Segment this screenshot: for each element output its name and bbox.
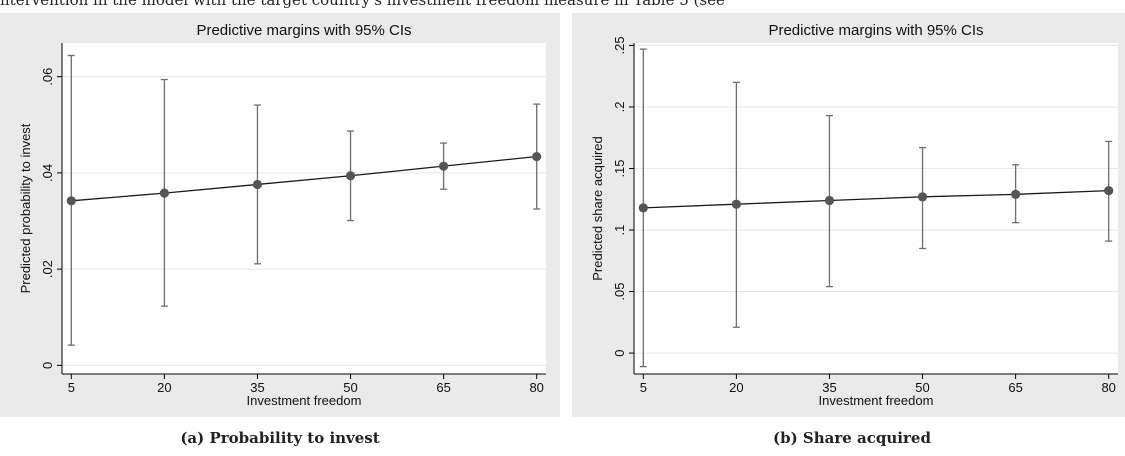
x-axis-label: Investment freedom — [247, 393, 362, 408]
x-tick-label: 20 — [157, 380, 171, 395]
data-point — [1104, 186, 1114, 196]
chart-panel-share: Predictive margins with 95% CIs 0 .05 .1 .15… — [572, 13, 1125, 417]
chart-probability-to-invest: Predictive margins with 95% CIs 0 .02 .04 .0… — [0, 13, 560, 417]
data-point — [731, 199, 741, 209]
y-tick-label: .02 — [40, 260, 55, 278]
data-point — [439, 161, 449, 171]
y-tick-label: .2 — [612, 102, 627, 113]
x-tick-label: 20 — [729, 380, 743, 395]
chart-share-acquired: Predictive margins with 95% CIs 0 .05 .1 .15… — [572, 13, 1125, 417]
y-tick-label: 0 — [40, 362, 55, 369]
x-tick-label: 50 — [343, 380, 357, 395]
clipped-text-line: ntervention in the model with the target… — [0, 0, 725, 9]
x-tick-label: 80 — [1101, 380, 1115, 395]
data-point — [66, 196, 76, 206]
x-axis-label: Investment freedom — [819, 393, 934, 408]
x-tick-label: 50 — [915, 380, 929, 395]
x-tick-label: 5 — [640, 380, 647, 395]
y-tick-label: .25 — [612, 36, 627, 54]
data-point — [532, 151, 542, 162]
y-tick-label: .04 — [40, 164, 55, 182]
chart-title: Predictive margins with 95% CIs — [768, 22, 983, 39]
series-line — [643, 190, 1109, 209]
series-line — [71, 155, 537, 202]
plot-area — [634, 43, 1118, 374]
y-tick-label: .05 — [612, 283, 627, 301]
data-point — [824, 195, 835, 206]
data-point — [345, 171, 356, 181]
x-tick-label: 80 — [529, 380, 543, 395]
x-tick-label: 65 — [1008, 380, 1022, 395]
x-tick-label: 35 — [822, 380, 836, 395]
y-axis-label: Predicted share acquired — [590, 136, 605, 281]
data-point — [638, 203, 648, 213]
x-tick-label: 65 — [436, 380, 450, 395]
chart-panel-probability: Predictive margins with 95% CIs 0 .02 .04 .0… — [0, 13, 560, 417]
y-tick-label: .15 — [612, 159, 627, 177]
y-tick-label: 0 — [612, 349, 627, 356]
y-tick-label: .1 — [612, 225, 627, 236]
x-tick-label: 35 — [250, 380, 264, 395]
data-point — [159, 188, 169, 198]
clipped-body-text: ntervention in the model with the target… — [0, 0, 1125, 10]
caption-probability-to-invest: (a) Probability to invest — [180, 429, 380, 447]
plot-area — [62, 43, 546, 374]
y-tick-label: .06 — [40, 68, 55, 86]
x-tick-label: 5 — [68, 380, 75, 395]
chart-title: Predictive margins with 95% CIs — [196, 22, 411, 39]
data-point — [917, 192, 928, 202]
data-point — [252, 179, 263, 190]
data-point — [1011, 189, 1021, 199]
caption-share-acquired: (b) Share acquired — [773, 429, 931, 447]
y-axis-label: Predicted probability to invest — [18, 123, 33, 293]
